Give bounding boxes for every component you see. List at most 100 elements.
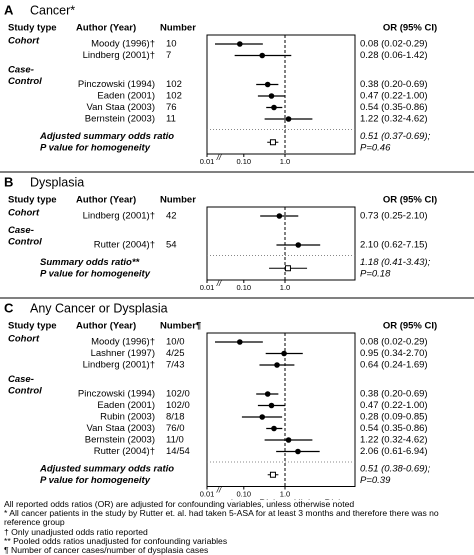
column-header: Number bbox=[160, 23, 196, 34]
study-type: Control bbox=[8, 76, 42, 87]
number: 7/43 bbox=[166, 360, 185, 371]
x-tick-label: 0.10 bbox=[236, 283, 251, 292]
x-tick-label: 1.0 bbox=[280, 489, 290, 498]
author: Bernstein (2003) bbox=[85, 114, 155, 125]
summary-or-label: 0.51 (0.37-0.69); bbox=[360, 131, 431, 142]
study-type: Control bbox=[8, 386, 42, 397]
number: 54 bbox=[166, 240, 177, 251]
author: Bernstein (2003) bbox=[85, 435, 155, 446]
footnote: † Only unadjusted odds ratio reported bbox=[4, 526, 148, 537]
summary-or-label: 0.51 (0.38-0.69); bbox=[360, 464, 431, 475]
risk-label: Higher Risk bbox=[293, 498, 343, 500]
number: 102 bbox=[166, 79, 182, 90]
number: 102/0 bbox=[166, 389, 190, 400]
column-header: Author (Year) bbox=[76, 195, 136, 206]
panel-title: Dysplasia bbox=[30, 175, 84, 189]
summary-p-label: P=0.46 bbox=[360, 143, 391, 154]
summary-label: Adjusted summary odds ratio bbox=[39, 131, 174, 142]
column-header: Number¶ bbox=[160, 321, 201, 332]
column-header: Study type bbox=[8, 23, 57, 34]
author: Rutter (2004)† bbox=[94, 446, 155, 457]
or-point bbox=[268, 93, 275, 99]
plot-frame bbox=[206, 332, 356, 487]
column-header: Author (Year) bbox=[76, 321, 136, 332]
x-tick-label: 0.10 bbox=[236, 489, 251, 498]
or-label: 0.38 (0.20-0.69) bbox=[360, 79, 428, 90]
panel-title: Cancer* bbox=[30, 3, 75, 17]
panel-letter: C bbox=[4, 300, 14, 315]
number: 10/0 bbox=[166, 337, 185, 348]
author: Pinczowski (1994) bbox=[78, 389, 155, 400]
column-header: Study type bbox=[8, 321, 57, 332]
column-header: Author (Year) bbox=[76, 23, 136, 34]
x-tick-label: 1.0 bbox=[280, 157, 290, 166]
number: 8/18 bbox=[166, 412, 185, 423]
number: 102/0 bbox=[166, 400, 190, 411]
study-type: Cohort bbox=[8, 208, 40, 219]
or-label: 0.08 (0.02-0.29) bbox=[360, 337, 428, 348]
author: Eaden (2001) bbox=[97, 400, 155, 411]
or-label: 0.54 (0.35-0.86) bbox=[360, 102, 428, 113]
or-label: 0.73 (0.25-2.10) bbox=[360, 211, 428, 222]
author: Lashner (1997) bbox=[91, 348, 155, 359]
panel-letter: A bbox=[4, 2, 14, 17]
or-label: 0.28 (0.06-1.42) bbox=[360, 50, 428, 61]
column-header: Number bbox=[160, 195, 196, 206]
or-point bbox=[264, 391, 271, 397]
or-label: 2.10 (0.62-7.15) bbox=[360, 240, 428, 251]
number: 14/54 bbox=[166, 446, 190, 457]
x-tick-label: 0.01 bbox=[200, 489, 215, 498]
footnotes: All reported odds ratios (OR) are adjust… bbox=[4, 499, 470, 555]
author: Van Staa (2003) bbox=[87, 423, 155, 434]
or-label: 0.95 (0.34-2.70) bbox=[360, 348, 428, 359]
author: Van Staa (2003) bbox=[87, 102, 155, 113]
or-label: 0.28 (0.09-0.85) bbox=[360, 412, 428, 423]
author: Lindberg (2001)† bbox=[83, 50, 155, 61]
or-label: 0.47 (0.22-1.00) bbox=[360, 91, 428, 102]
or-point bbox=[276, 213, 283, 219]
summary-p-label: P=0.39 bbox=[360, 475, 391, 486]
footnote: ** Pooled odds ratios unadjusted for con… bbox=[4, 535, 228, 546]
author: Rubin (2003) bbox=[100, 412, 155, 423]
plot-frame bbox=[206, 34, 356, 155]
summary-point bbox=[269, 471, 276, 478]
or-label: 0.38 (0.20-0.69) bbox=[360, 389, 428, 400]
study-type: Cohort bbox=[8, 36, 40, 47]
author: Pinczowski (1994) bbox=[78, 79, 155, 90]
or-point bbox=[268, 402, 275, 409]
study-type: Cohort bbox=[8, 334, 40, 345]
axis-break: // bbox=[216, 153, 222, 162]
x-tick-label: 0.01 bbox=[200, 157, 215, 166]
summary-label: Adjusted summary odds ratio bbox=[39, 464, 174, 475]
or-label: 0.47 (0.22-1.00) bbox=[360, 400, 428, 411]
number: 102 bbox=[166, 91, 182, 102]
or-point bbox=[237, 41, 243, 47]
or-point bbox=[274, 362, 280, 368]
or-point bbox=[271, 104, 277, 111]
x-tick-label: 0.01 bbox=[200, 283, 215, 292]
footnote: All reported odds ratios (OR) are adjust… bbox=[4, 499, 355, 509]
study-type: Control bbox=[8, 237, 42, 248]
footnote: ¶ Number of cancer cases/number of dyspl… bbox=[4, 545, 209, 555]
author: Moody (1996)† bbox=[91, 39, 155, 50]
study-type: Case- bbox=[8, 374, 34, 385]
column-header: OR (95% CI) bbox=[383, 23, 437, 34]
or-label: 1.22 (0.32-4.62) bbox=[360, 435, 428, 446]
x-tick-label: 1.0 bbox=[280, 283, 290, 292]
summary-label: P value for homogeneity bbox=[40, 269, 151, 280]
x-tick-label: 0.10 bbox=[236, 157, 251, 166]
summary-label: Summary odds ratio** bbox=[40, 257, 141, 268]
author: Lindberg (2001)† bbox=[83, 211, 155, 222]
column-header: OR (95% CI) bbox=[383, 195, 437, 206]
author: Eaden (2001) bbox=[97, 91, 155, 102]
number: 42 bbox=[166, 211, 177, 222]
number: 4/25 bbox=[166, 348, 185, 359]
number: 11 bbox=[166, 114, 176, 125]
summary-p-label: P=0.18 bbox=[360, 269, 391, 280]
column-header: OR (95% CI) bbox=[383, 321, 437, 332]
number: 76 bbox=[166, 102, 177, 113]
study-type: Case- bbox=[8, 225, 34, 236]
or-point bbox=[259, 52, 266, 59]
axis-break: // bbox=[216, 486, 222, 495]
